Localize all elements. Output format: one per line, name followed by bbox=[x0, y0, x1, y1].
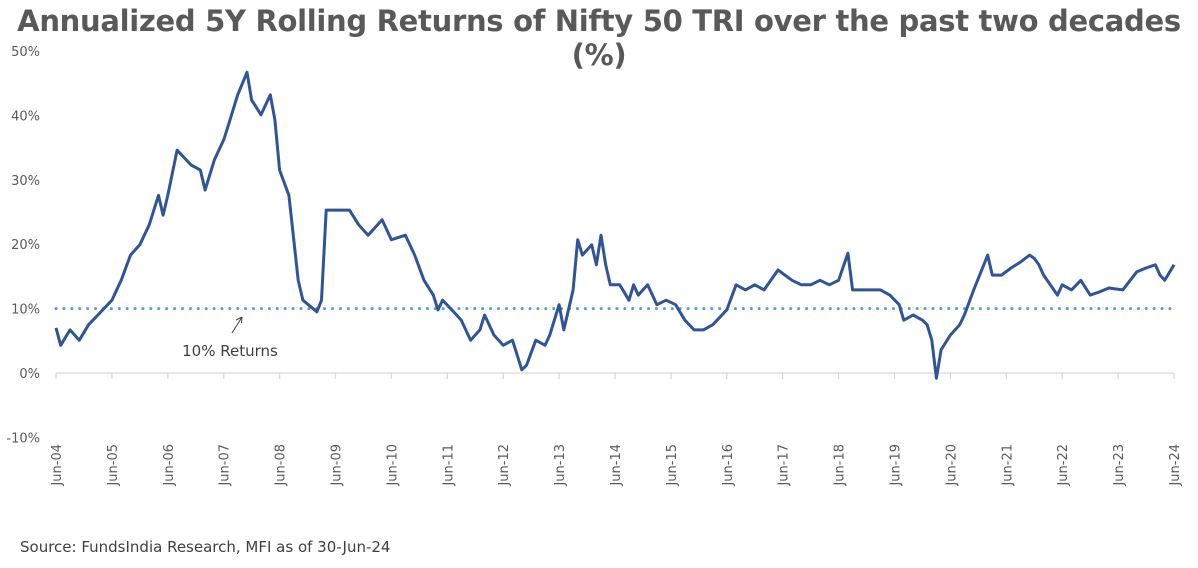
x-tick-label: Jun-23 bbox=[1112, 444, 1127, 487]
annotation-10pct-returns: 10% Returns bbox=[182, 342, 278, 360]
y-tick-label: 20% bbox=[11, 238, 40, 253]
y-tick-label: -10% bbox=[6, 431, 40, 446]
x-tick-label: Jun-11 bbox=[441, 444, 456, 487]
x-tick-label: Jun-07 bbox=[218, 444, 233, 487]
series-group bbox=[54, 70, 1176, 380]
x-tick-label: Jun-22 bbox=[1056, 444, 1071, 487]
annotation-arrow-head bbox=[235, 316, 243, 324]
reference-line-group: 10% Returns bbox=[54, 307, 1176, 360]
x-tick-label: Jun-14 bbox=[609, 444, 624, 487]
x-axis: Jun-04 Jun-05 Jun-06 Jun-07 Jun-08 Jun-09 Jun-… bbox=[50, 372, 1183, 487]
x-tick-label: Jun-09 bbox=[330, 444, 345, 487]
x-tick-label: Jun-06 bbox=[162, 444, 177, 487]
x-tick-label: Jun-18 bbox=[833, 444, 848, 487]
x-tick-label: Jun-08 bbox=[274, 444, 289, 487]
x-tick-label: Jun-10 bbox=[385, 444, 400, 487]
x-tick-label: Jun-20 bbox=[944, 444, 959, 487]
source-note: Source: FundsIndia Research, MFI as of 3… bbox=[20, 538, 391, 556]
x-tick-label: Jun-21 bbox=[1000, 444, 1015, 487]
y-tick-label: 0% bbox=[19, 367, 40, 382]
x-tick-label: Jun-13 bbox=[553, 444, 568, 487]
series-line-rolling-returns bbox=[54, 70, 1176, 380]
x-tick-label: Jun-05 bbox=[106, 444, 121, 487]
chart-title: Annualized 5Y Rolling Returns of Nifty 5… bbox=[17, 4, 1181, 72]
y-tick-label: 10% bbox=[11, 303, 40, 318]
x-tick-label: Jun-12 bbox=[497, 444, 512, 487]
y-tick-label: 50% bbox=[11, 45, 40, 60]
y-axis: -10% 0% 10% 20% 30% 40% 50% bbox=[6, 45, 40, 446]
x-tick-label: Jun-15 bbox=[665, 444, 680, 487]
annotation-arrow bbox=[231, 316, 243, 334]
y-tick-label: 40% bbox=[11, 109, 40, 124]
x-tick-label: Jun-17 bbox=[777, 444, 792, 487]
x-tick-label: Jun-19 bbox=[889, 444, 904, 487]
x-tick-label: Jun-04 bbox=[50, 444, 65, 487]
x-tick-label: Jun-16 bbox=[721, 444, 736, 487]
x-tick-label: Jun-24 bbox=[1168, 444, 1183, 487]
y-tick-label: 30% bbox=[11, 174, 40, 189]
